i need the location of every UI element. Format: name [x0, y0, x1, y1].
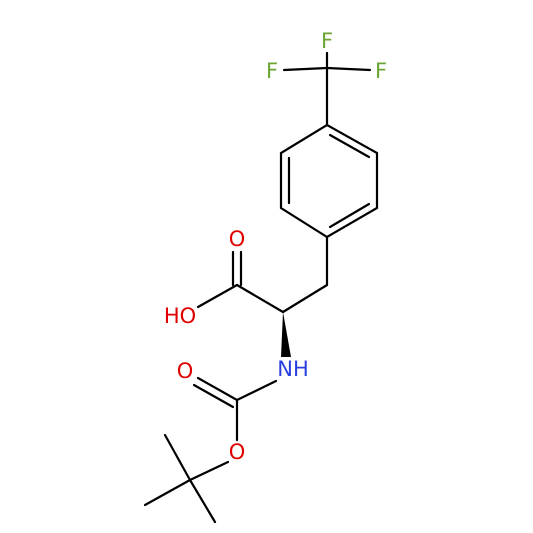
- bond: [235, 283, 285, 314]
- atom-label: O: [229, 440, 246, 464]
- bond: [282, 66, 329, 72]
- bonds: [143, 51, 379, 524]
- atom-label: F: [321, 29, 333, 53]
- bond: [196, 376, 239, 402]
- bond: [192, 383, 235, 409]
- bond: [188, 460, 230, 482]
- atom-labels: F F F O HO NH O O: [164, 29, 387, 464]
- atom-label: O: [177, 359, 194, 383]
- atom-label: F: [266, 59, 278, 83]
- bond: [328, 133, 371, 159]
- bond: [325, 66, 372, 72]
- atom-label: NH: [277, 357, 309, 381]
- atom-label: F: [375, 59, 387, 83]
- atom-label: HO: [164, 304, 196, 328]
- bond: [143, 478, 192, 507]
- atom-label: O: [229, 227, 246, 251]
- bond: [328, 202, 371, 229]
- bond: [281, 283, 329, 314]
- bond: [163, 433, 192, 482]
- bond: [235, 379, 278, 402]
- wedge-bond: [281, 312, 291, 357]
- bond: [196, 283, 239, 309]
- bond: [188, 478, 217, 524]
